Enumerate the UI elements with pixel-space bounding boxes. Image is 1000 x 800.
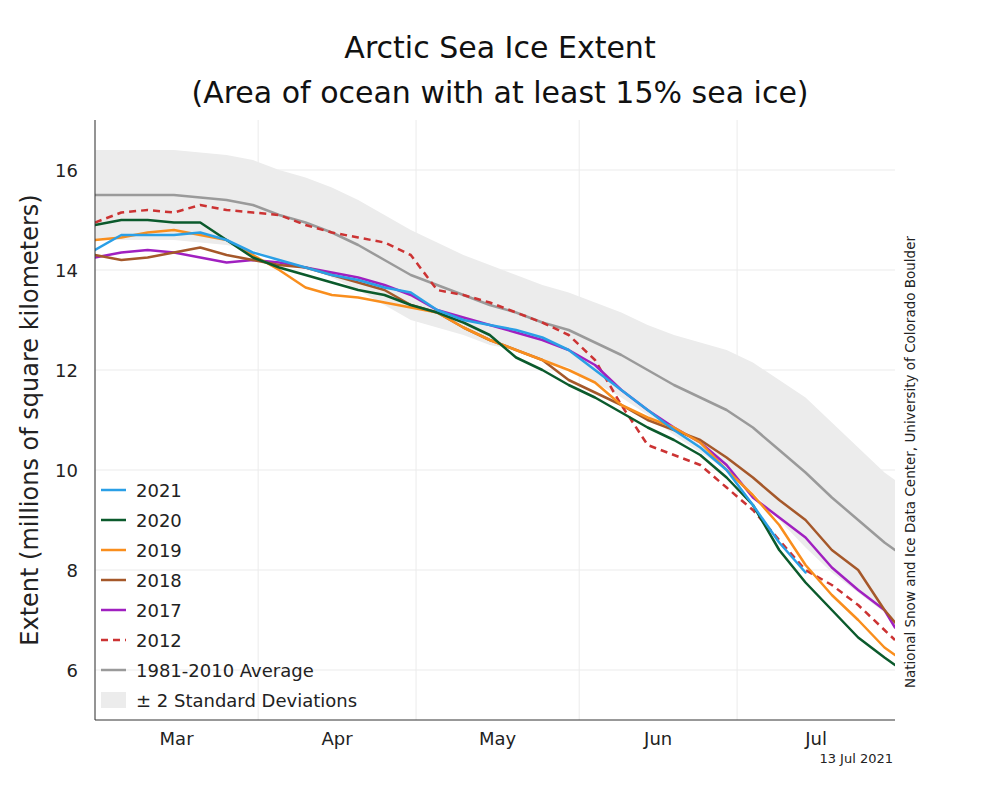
y-grid-line: [95, 570, 895, 571]
legend-swatch: [101, 489, 126, 492]
x-grid-line: [579, 120, 580, 720]
x-tick-label: Apr: [322, 728, 354, 749]
x-grid-line: [416, 120, 417, 720]
x-grid-line: [95, 120, 96, 720]
y-axis: [95, 120, 96, 720]
y-axis-label: Extent (millions of square kilometers): [16, 194, 44, 645]
y-tick-label: 8: [67, 560, 78, 581]
legend: 2021 2020 2019 2018 2017 2012 1981-2010 Averag…: [101, 480, 357, 711]
series-line: [95, 230, 895, 655]
date-note: 13 Jul 2021: [819, 751, 893, 766]
y-tick-label: 10: [55, 460, 78, 481]
x-tick-label: May: [479, 728, 517, 749]
plot-data: [95, 150, 895, 665]
legend-swatch: [101, 549, 126, 552]
series-line: [95, 250, 895, 628]
legend-swatch: [101, 609, 126, 612]
legend-label: 2020: [136, 510, 182, 531]
legend-swatch: [101, 669, 126, 672]
series-line: [95, 205, 895, 640]
legend-label: 2017: [136, 600, 182, 621]
series-line: [95, 233, 806, 573]
y-tick-label: 12: [55, 360, 78, 381]
legend-label: 1981-2010 Average: [136, 660, 314, 681]
legend-label: 2019: [136, 540, 182, 561]
series-line: [95, 248, 895, 623]
legend-swatch: [101, 692, 126, 708]
subtitle: (Area of ocean with at least 15% sea ice…: [191, 75, 808, 110]
legend-label: ± 2 Standard Deviations: [136, 690, 357, 711]
legend-label: 2021: [136, 480, 182, 501]
y-tick-label: 6: [67, 660, 78, 681]
x-tick-label: Jun: [643, 728, 672, 749]
y-tick-label: 16: [55, 160, 78, 181]
legend-swatch: [101, 519, 126, 522]
legend-label: 2018: [136, 570, 182, 591]
title: Arctic Sea Ice Extent: [344, 30, 656, 65]
y-grid-line: [95, 370, 895, 371]
x-tick-label: Jul: [804, 728, 827, 749]
std-band: [95, 150, 895, 620]
x-tick-label: Mar: [160, 728, 195, 749]
x-axis: [95, 720, 895, 721]
legend-label: 2012: [136, 630, 182, 651]
legend-swatch: [101, 579, 126, 582]
source: National Snow and Ice Data Center, Unive…: [902, 236, 918, 689]
grid: [95, 120, 895, 720]
chart: Arctic Sea Ice Extent (Area of ocean with…: [0, 0, 1000, 800]
y-tick-label: 14: [55, 260, 78, 281]
series-line: [95, 220, 895, 665]
legend-swatch: [101, 639, 126, 642]
